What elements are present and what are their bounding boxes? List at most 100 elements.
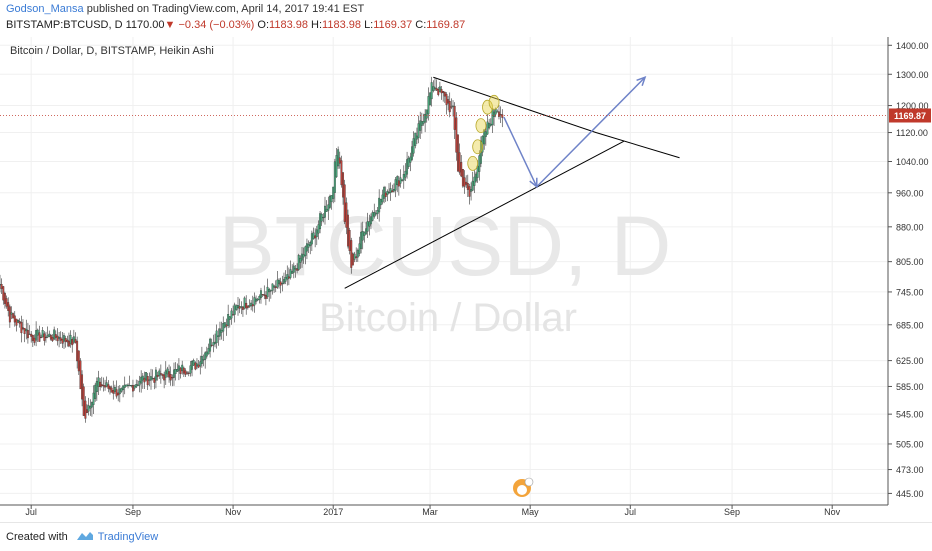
candle-body-down [397,180,400,187]
candle-body-down [501,114,504,118]
candle-body-up [401,179,404,181]
candle [297,253,300,271]
lower-trendline[interactable] [344,140,624,289]
candle-body-up [125,384,128,387]
close-value: 1169.87 [426,19,466,31]
y-tick-label: 1040.00 [896,157,929,167]
candle-body-down [56,335,59,342]
candle-body-up [286,274,289,280]
watermark-name: Bitcoin / Dollar [319,296,577,340]
time-axis[interactable]: Jul Sep Nov 2017 Mar May Jul Sep Nov [25,505,841,517]
candle-body-up [360,231,363,249]
x-tick-label: Sep [724,507,740,517]
candle-body-down [245,302,248,309]
candle-body-up [113,387,116,392]
candle-body-up [291,271,294,274]
candle-body-up [158,370,161,377]
candle-body-up [205,351,208,357]
price-axis[interactable]: 1400.00 1300.00 1200.00 1120.00 1040.00 960.0… [888,41,929,499]
high-value: 1183.98 [322,19,361,31]
candle-body-up [438,86,441,93]
annotation-circle[interactable] [472,139,484,155]
candle [337,146,340,169]
candle-body-up [371,212,374,221]
candle-body-down [102,385,105,387]
candle-body-up [230,310,233,319]
candle-body-up [58,336,61,339]
candle-body-down [8,306,11,323]
candle-body-up [94,384,97,399]
candle-body-up [258,296,261,300]
candle-body-down [168,371,171,378]
author-link[interactable]: Godson_Mansa [6,3,84,15]
candle-body-down [104,385,106,388]
candle-body-up [256,298,259,301]
candle-body-down [100,384,103,387]
tradingview-link[interactable]: TradingView [97,531,159,543]
candle-body-down [110,387,113,393]
candle-body-up [214,341,216,344]
candle-body-down [43,333,46,341]
candle-body-up [289,269,292,278]
candle-body-up [356,249,359,258]
candle-body-up [429,92,431,106]
candle-body-down [437,89,440,95]
candle-body-up [404,170,407,178]
candle-body-down [20,322,23,334]
candle-body-down [66,339,69,343]
candle-body-down [182,367,185,374]
candle-body-up [402,174,405,181]
chart-title: Bitcoin / Dollar, D, BITSTAMP, Heikin As… [10,45,214,57]
candle-body-down [460,162,463,177]
candle-body-up [154,369,157,381]
candle-body-up [72,336,75,343]
candle-body-down [64,338,67,342]
candle [145,372,148,382]
last-price: 1170.00 [125,19,165,31]
candle-body-down [261,294,264,296]
candle [322,213,325,223]
candle-body-up [425,109,428,119]
candle-body-up [269,290,272,292]
candle-body-up [319,213,322,230]
candle-body-up [315,229,318,238]
annotation-circle[interactable] [467,155,479,171]
candle-body-up [268,289,271,293]
price-chart[interactable]: BTCUSD, D Bitcoin / Dollar Bitcoin / Dol… [0,37,932,517]
annotation-circle[interactable] [488,94,500,110]
y-tick-label: 505.00 [896,439,924,449]
candle-body-up [353,253,356,260]
y-tick-label: 473.00 [896,465,924,475]
candle-body-up [471,180,474,191]
candle-body-up [0,284,1,286]
candle-body-up [166,368,169,375]
annotation-circle[interactable] [475,118,487,134]
candle-body-up [320,213,323,222]
candle-body-up [95,380,98,393]
grid-lines [0,37,888,505]
candle-body-down [59,337,62,341]
candle-body-down [82,386,85,416]
candle-body-up [396,176,399,186]
candle-body-up [407,157,410,167]
candle-body-down [12,313,15,319]
y-tick-label: 445.00 [896,489,924,499]
candle [333,158,336,203]
candle-body-down [274,286,277,289]
candle-body-down [442,90,445,94]
candle-body-up [411,146,413,160]
annotation-circle[interactable] [482,99,493,115]
candle [82,383,85,416]
candle-body-up [327,204,330,211]
upper-trendline[interactable] [433,76,680,159]
candle-body-down [287,276,290,279]
candle-body-up [392,189,395,192]
candle-body-down [241,306,244,310]
candle-body-up [386,191,389,195]
event-flag-icon[interactable] [513,477,534,497]
chart-area[interactable]: BTCUSD, D Bitcoin / Dollar Bitcoin / Dol… [0,37,932,517]
open-label: O: [257,19,270,31]
candle-body-down [225,324,228,327]
y-tick-label: 745.00 [896,287,924,297]
candle-body-up [496,111,499,113]
